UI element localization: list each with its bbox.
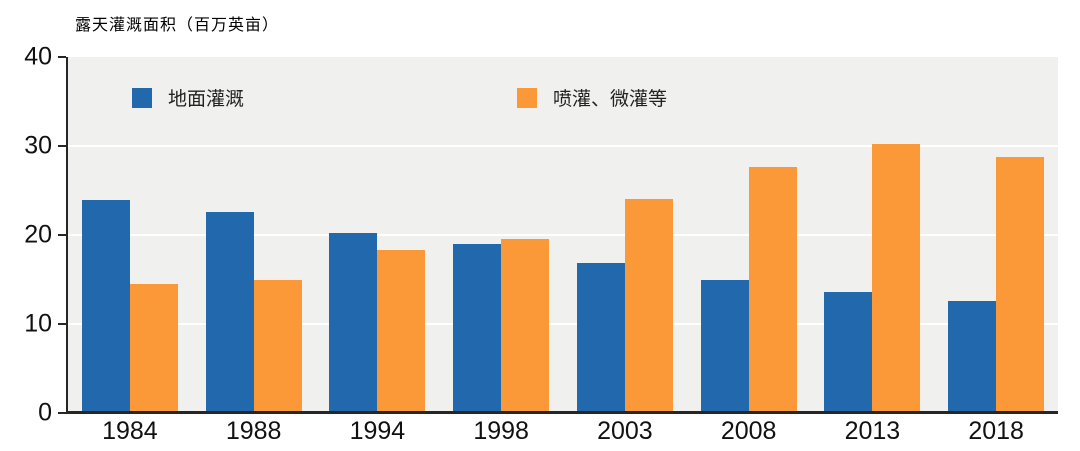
plot-area: 地面灌溉 喷灌、微灌等 (68, 57, 1058, 413)
bar-sprinkler-micro-2003 (624, 198, 673, 413)
gridline-30 (68, 145, 1058, 147)
y-tick-10 (58, 323, 66, 325)
gridline-20 (68, 234, 1058, 236)
bar-group-1984 (68, 57, 192, 413)
x-tick-label-1998: 1998 (473, 417, 529, 445)
bar-group-2003 (563, 57, 687, 413)
bar-surface-1998 (453, 243, 502, 413)
legend-item-surface: 地面灌溉 (132, 84, 244, 111)
y-axis-ticks (58, 56, 66, 414)
y-axis-labels: 0 10 20 30 40 (0, 44, 52, 425)
bar-groups (68, 57, 1058, 413)
x-tick-label-1988: 1988 (225, 417, 282, 445)
bar-surface-1994 (329, 233, 378, 413)
bar-surface-1984 (81, 200, 130, 413)
y-tick-40 (58, 56, 66, 58)
x-tick-label-1994: 1994 (349, 417, 406, 445)
y-tick-label-10: 10 (24, 309, 52, 338)
bar-sprinkler-micro-2008 (748, 167, 797, 413)
bar-surface-1988 (205, 211, 254, 413)
bar-surface-2013 (824, 291, 873, 413)
bar-sprinkler-micro-2013 (872, 144, 921, 413)
bar-sprinkler-micro-1994 (377, 250, 426, 413)
bar-sprinkler-micro-1998 (501, 239, 550, 413)
x-tick-label-2018: 2018 (968, 417, 1024, 445)
legend-item-sprinkler-micro: 喷灌、微灌等 (517, 84, 667, 111)
bar-group-2013 (811, 57, 935, 413)
x-tick-label-2003: 2003 (597, 417, 653, 445)
bar-group-2018 (934, 57, 1058, 413)
y-tick-label-40: 40 (24, 42, 52, 71)
y-tick-label-20: 20 (24, 220, 52, 249)
gridline-10 (68, 323, 1058, 325)
bar-group-1998 (439, 57, 563, 413)
bar-group-2008 (687, 57, 811, 413)
chart-title: 露天灌溉面积（百万英亩） (75, 15, 280, 34)
y-tick-0 (58, 412, 66, 414)
bar-sprinkler-micro-2018 (996, 156, 1045, 413)
bar-group-1994 (316, 57, 440, 413)
y-tick-20 (58, 234, 66, 236)
bar-surface-2018 (948, 300, 997, 413)
x-tick-label-2013: 2013 (844, 417, 901, 445)
y-axis-line (66, 57, 68, 414)
x-axis-line (66, 411, 1058, 414)
legend-swatch-sprinkler-micro-icon (517, 87, 537, 108)
bar-sprinkler-micro-1988 (253, 279, 302, 413)
legend-label-surface: 地面灌溉 (168, 89, 245, 110)
y-tick-label-0: 0 (38, 398, 52, 427)
bar-surface-2008 (700, 279, 749, 413)
x-tick-label-1984: 1984 (102, 417, 158, 445)
x-axis-labels: 1984 1988 1994 1998 2003 2008 2013 2018 (68, 417, 1058, 446)
bar-surface-2003 (576, 262, 625, 413)
legend-label-sprinkler-micro: 喷灌、微灌等 (553, 89, 668, 110)
y-tick-label-30: 30 (24, 131, 52, 160)
legend-swatch-surface-icon (132, 87, 152, 108)
bar-group-1988 (192, 57, 316, 413)
x-tick-label-2008: 2008 (720, 417, 777, 445)
y-tick-30 (58, 145, 66, 147)
gridlines (68, 57, 1058, 413)
bar-sprinkler-micro-1984 (129, 283, 178, 413)
